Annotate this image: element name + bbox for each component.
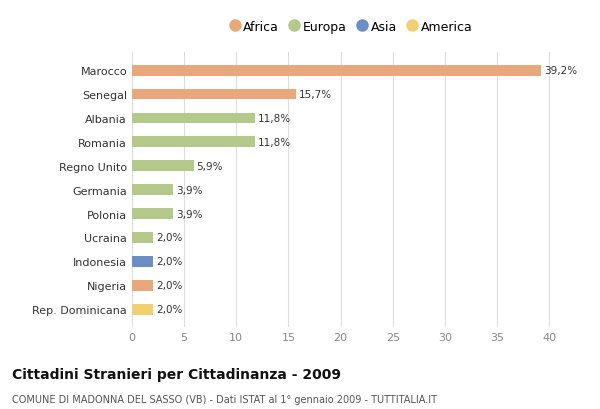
Text: 2,0%: 2,0%: [156, 257, 182, 267]
Bar: [132, 137, 255, 148]
Text: 2,0%: 2,0%: [156, 304, 182, 315]
Text: 5,9%: 5,9%: [197, 162, 223, 171]
Bar: [132, 113, 255, 124]
Legend: Africa, Europa, Asia, America: Africa, Europa, Asia, America: [227, 18, 475, 36]
Text: 3,9%: 3,9%: [176, 185, 202, 195]
Text: 2,0%: 2,0%: [156, 281, 182, 290]
Text: 39,2%: 39,2%: [544, 66, 577, 76]
Bar: [132, 185, 173, 196]
Text: Cittadini Stranieri per Cittadinanza - 2009: Cittadini Stranieri per Cittadinanza - 2…: [12, 367, 341, 381]
Bar: [132, 65, 541, 76]
Bar: [132, 90, 296, 100]
Bar: [132, 209, 173, 219]
Text: 2,0%: 2,0%: [156, 233, 182, 243]
Bar: [132, 232, 153, 243]
Text: COMUNE DI MADONNA DEL SASSO (VB) - Dati ISTAT al 1° gennaio 2009 - TUTTITALIA.IT: COMUNE DI MADONNA DEL SASSO (VB) - Dati …: [12, 393, 437, 404]
Bar: [132, 161, 194, 172]
Text: 11,8%: 11,8%: [258, 114, 292, 124]
Bar: [132, 280, 153, 291]
Bar: [132, 304, 153, 315]
Bar: [132, 256, 153, 267]
Text: 3,9%: 3,9%: [176, 209, 202, 219]
Text: 11,8%: 11,8%: [258, 137, 292, 148]
Text: 15,7%: 15,7%: [299, 90, 332, 100]
